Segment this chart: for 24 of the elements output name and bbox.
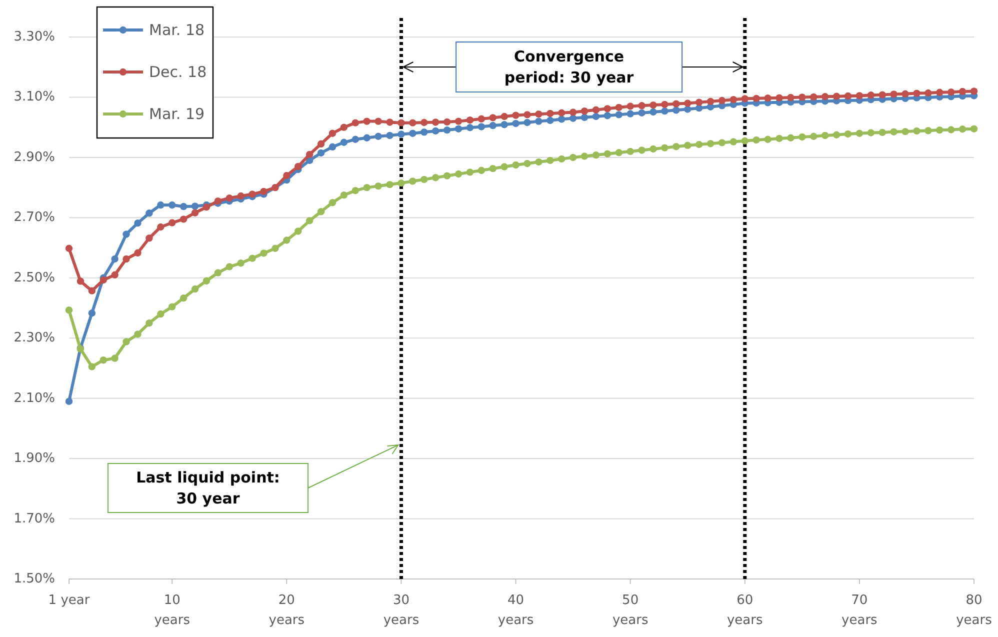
x-tick-label: 30 years (383, 593, 420, 628)
legend-label: Mar. 19 (149, 105, 205, 123)
y-tick-label: 1.50% (14, 572, 55, 586)
x-tick-label: 20 years (268, 593, 305, 628)
y-tick-label: 3.30% (14, 30, 55, 44)
y-tick-label: 2.90% (14, 150, 55, 165)
x-tick-label: 10 years (154, 593, 190, 628)
x-tick-label: 50 years (612, 593, 648, 628)
y-tick-label: 1.70% (14, 511, 55, 526)
x-tick-label: 1 year (48, 593, 90, 608)
annotation: Last liquid point: 30 year (136, 468, 280, 508)
y-tick-label: 2.10% (14, 390, 55, 406)
y-tick-label: 2.70% (14, 210, 55, 226)
y-tick-label: 2.50% (14, 270, 55, 286)
y-tick-label: 2.30% (14, 330, 55, 346)
x-tick-label: 60 years (726, 593, 763, 628)
x-tick-label: 80 years (956, 593, 992, 628)
x-tick-label: 40 years (498, 593, 534, 628)
annotation: Convergence period: 30 year (504, 48, 634, 86)
legend-label: Dec. 18 (149, 63, 207, 81)
y-tick-label: 3.10% (14, 90, 55, 105)
y-tick-label: 1.90% (14, 451, 55, 466)
legend-label: Mar. 18 (149, 21, 205, 39)
x-tick-label: 70 years (842, 593, 878, 628)
